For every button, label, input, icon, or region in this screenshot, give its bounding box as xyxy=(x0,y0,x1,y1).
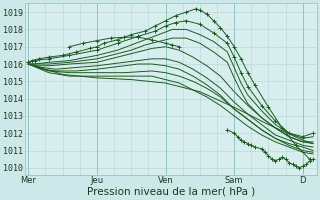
X-axis label: Pression niveau de la mer( hPa ): Pression niveau de la mer( hPa ) xyxy=(87,187,255,197)
